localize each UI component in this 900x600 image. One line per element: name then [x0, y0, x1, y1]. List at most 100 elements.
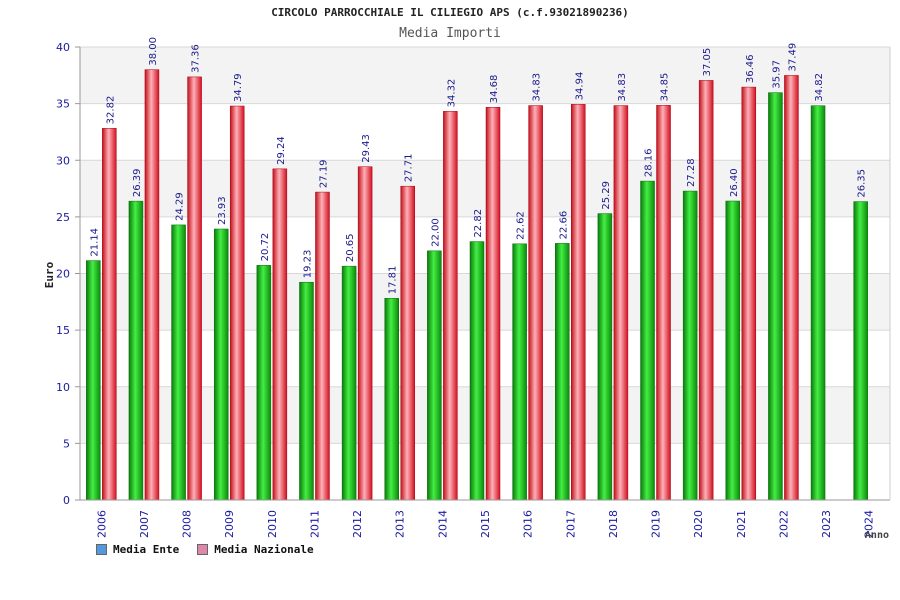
- data-label-media-ente-2013: 17.81: [388, 266, 399, 295]
- data-label-media-nazionale-2015: 34.68: [489, 75, 500, 104]
- data-label-media-ente-2018: 25.29: [601, 181, 612, 210]
- x-tick-label: 2010: [266, 510, 279, 538]
- data-label-media-ente-2022: 35.97: [771, 60, 782, 89]
- data-label-media-nazionale-2019: 34.85: [660, 73, 671, 102]
- x-tick-label: 2015: [479, 510, 492, 538]
- bar-media-ente-2015: [469, 241, 485, 501]
- bar-media-nazionale-2018: [613, 105, 629, 501]
- bar-media-nazionale-2022: [784, 75, 799, 501]
- bar-media-nazionale-2012: [357, 166, 373, 501]
- y-tick-label: 35: [56, 98, 70, 111]
- x-tick-label: 2008: [181, 510, 194, 538]
- x-tick-label: 2009: [223, 510, 236, 538]
- bar-media-ente-2018: [597, 213, 613, 501]
- data-label-media-ente-2011: 19.23: [302, 250, 313, 279]
- bar-media-ente-2013: [384, 298, 399, 501]
- bar-media-nazionale-2011: [315, 191, 330, 501]
- data-label-media-nazionale-2006: 32.82: [105, 96, 116, 125]
- bar-media-ente-2010: [256, 265, 272, 501]
- bar-media-nazionale-2021: [741, 86, 757, 501]
- data-label-media-nazionale-2010: 29.24: [276, 136, 287, 165]
- bar-media-nazionale-2006: [102, 128, 117, 501]
- data-label-media-ente-2007: 26.39: [132, 168, 143, 197]
- data-label-media-ente-2019: 28.16: [644, 148, 655, 177]
- data-label-media-ente-2009: 23.93: [217, 196, 228, 225]
- data-label-media-nazionale-2009: 34.79: [233, 73, 244, 102]
- legend: Media Ente Media Nazionale: [96, 543, 314, 556]
- legend-label-media-ente: Media Ente: [113, 543, 180, 556]
- bar-media-ente-2011: [299, 281, 314, 501]
- data-label-media-ente-2006: 21.14: [89, 228, 100, 257]
- data-label-media-nazionale-2013: 27.71: [404, 154, 415, 183]
- x-tick-label: 2023: [820, 510, 833, 538]
- x-tick-label: 2011: [308, 510, 321, 538]
- data-label-media-nazionale-2008: 37.36: [191, 44, 202, 73]
- data-label-media-nazionale-2017: 34.94: [574, 72, 585, 101]
- y-axis-label: Euro: [43, 261, 56, 288]
- chart-subtitle: Media Importi: [399, 26, 501, 41]
- bar-media-nazionale-2015: [485, 106, 501, 501]
- bar-media-ente-2016: [512, 243, 527, 501]
- x-tick-label: 2016: [522, 510, 535, 538]
- bar-media-nazionale-2014: [443, 111, 458, 501]
- bar-media-ente-2009: [213, 228, 229, 501]
- x-tick-label: 2013: [394, 510, 407, 538]
- bar-media-nazionale-2008: [187, 76, 202, 501]
- chart-title: CIRCOLO PARROCCHIALE IL CILIEGIO APS (c.…: [271, 6, 629, 19]
- data-label-media-ente-2014: 22.00: [430, 218, 441, 247]
- data-label-media-ente-2016: 22.62: [516, 211, 527, 240]
- bar-media-ente-2017: [555, 243, 570, 501]
- x-tick-label: 2006: [95, 510, 108, 538]
- data-label-media-nazionale-2018: 34.83: [617, 73, 628, 102]
- data-label-media-nazionale-2022: 37.49: [787, 43, 798, 72]
- y-tick-label: 30: [56, 154, 70, 167]
- bar-media-nazionale-2007: [144, 69, 160, 501]
- x-tick-label: 2017: [564, 510, 577, 538]
- x-tick-label: 2019: [650, 510, 663, 538]
- legend-label-media-nazionale: Media Nazionale: [214, 543, 314, 556]
- bar-media-ente-2021: [725, 200, 741, 501]
- x-tick-label: 2022: [777, 510, 790, 538]
- bar-media-ente-2008: [171, 224, 186, 501]
- bar-media-ente-2024: [853, 201, 868, 501]
- y-tick-label: 5: [63, 437, 70, 450]
- legend-item-media-nazionale: Media Nazionale: [197, 543, 314, 556]
- bar-media-ente-2014: [427, 250, 442, 501]
- data-label-media-nazionale-2021: 36.46: [745, 54, 756, 83]
- data-label-media-ente-2008: 24.29: [175, 192, 186, 221]
- data-label-media-nazionale-2016: 34.83: [532, 73, 543, 102]
- data-label-media-ente-2020: 27.28: [686, 158, 697, 187]
- bar-media-nazionale-2019: [656, 105, 671, 501]
- data-label-media-ente-2015: 22.82: [473, 209, 484, 238]
- y-tick-label: 15: [56, 324, 70, 337]
- x-tick-label: 2012: [351, 510, 364, 538]
- data-label-media-nazionale-2014: 34.32: [446, 79, 457, 108]
- bar-media-ente-2022: [768, 92, 783, 501]
- y-tick-label: 20: [56, 268, 70, 281]
- bar-media-nazionale-2020: [698, 80, 714, 501]
- bar-media-ente-2012: [341, 265, 357, 501]
- data-label-media-ente-2010: 20.72: [260, 233, 271, 262]
- data-label-media-ente-2021: 26.40: [729, 168, 740, 197]
- bar-media-nazionale-2013: [400, 185, 415, 501]
- bar-media-nazionale-2009: [229, 105, 245, 501]
- bar-media-ente-2023: [810, 105, 826, 501]
- data-label-media-ente-2024: 26.35: [857, 169, 868, 198]
- bar-media-nazionale-2010: [272, 168, 288, 501]
- y-tick-label: 10: [56, 381, 70, 394]
- legend-swatch-media-ente: [96, 544, 107, 555]
- y-tick-label: 40: [56, 41, 70, 54]
- x-tick-label: 2020: [692, 510, 705, 538]
- bar-media-nazionale-2017: [571, 104, 586, 501]
- data-label-media-ente-2017: 22.66: [558, 211, 569, 240]
- x-tick-label: 2014: [436, 510, 449, 538]
- x-tick-label: 2021: [735, 510, 748, 538]
- x-tick-label: 2018: [607, 510, 620, 538]
- x-axis-label: Anno: [865, 530, 889, 541]
- bar-media-ente-2007: [128, 200, 144, 501]
- y-tick-label: 25: [56, 211, 70, 224]
- data-label-media-nazionale-2007: 38.00: [148, 37, 159, 66]
- bar-media-ente-2006: [86, 260, 101, 501]
- data-label-media-ente-2023: 34.82: [814, 73, 825, 102]
